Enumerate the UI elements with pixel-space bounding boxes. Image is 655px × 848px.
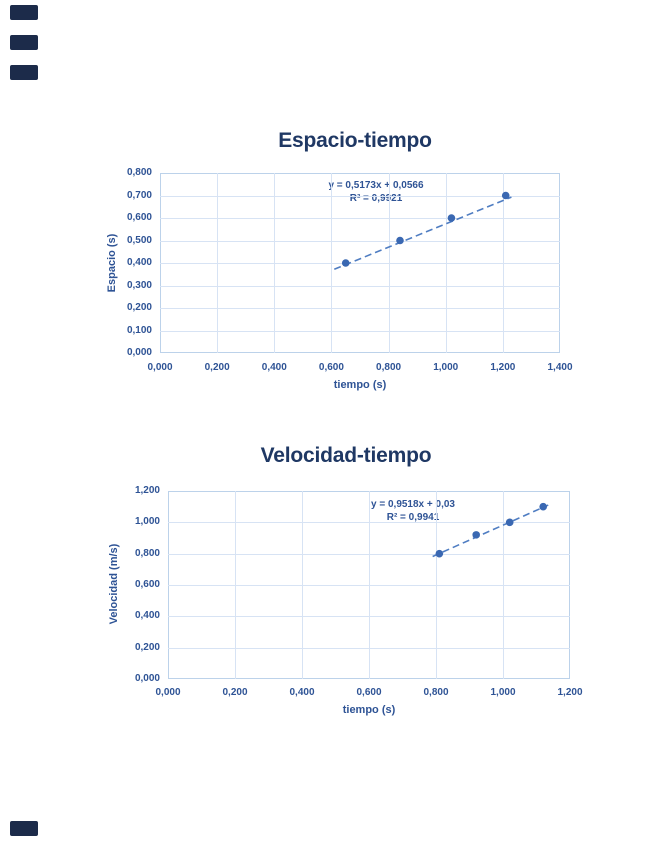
y-tick-label: 0,600 [134, 579, 160, 590]
gridline-horizontal [160, 285, 560, 287]
y-tick-label: 0,800 [134, 547, 160, 559]
y-tick-label: 0,600 [126, 212, 152, 223]
trendline-equation: y = 0,9518x + 0,03 [371, 499, 455, 510]
page-edge-marker [10, 821, 38, 836]
x-axis-title: tiempo (s) [342, 704, 396, 716]
gridline-horizontal [160, 218, 560, 219]
data-point [396, 236, 404, 245]
trendline-annotation: y = 0,9518x + 0,03 R² = 0,9941 [371, 498, 455, 524]
data-series-layer [432, 502, 549, 558]
x-tick-label: 0,600 [318, 362, 344, 373]
gridline-horizontal [168, 553, 570, 555]
x-tick-label: 0,600 [356, 687, 382, 698]
trendline-equation: y = 0,5173x + 0,0566 [328, 180, 424, 191]
x-tick-label: 1,000 [433, 362, 459, 373]
gridline-horizontal [168, 647, 570, 649]
x-tick-label: 0,800 [423, 687, 449, 698]
y-tick-label: 0,200 [126, 302, 152, 313]
page-edge-marker [10, 35, 38, 50]
gridline-horizontal [160, 263, 560, 264]
y-tick-label: 0,100 [126, 324, 152, 336]
x-tick-label: 0,800 [376, 362, 402, 373]
x-tick-label: 1,000 [490, 687, 516, 698]
x-tick-label: 1,400 [547, 362, 573, 373]
chart-title: Espacio-tiempo [278, 129, 432, 152]
trendline [333, 196, 512, 271]
gridline-horizontal [168, 585, 570, 586]
data-point [472, 531, 481, 539]
x-tick-label: 0,000 [147, 362, 173, 373]
gridline-horizontal [160, 240, 560, 242]
trendline [432, 504, 549, 558]
data-point [505, 518, 514, 527]
gridline-horizontal [168, 522, 570, 524]
gridline-horizontal [160, 308, 560, 309]
y-tick-label: 0,800 [126, 167, 152, 178]
y-tick-label: 0,000 [134, 673, 160, 684]
page-edge-marker [10, 65, 38, 80]
data-point [341, 259, 350, 267]
y-tick-label: 0,000 [126, 347, 152, 358]
trendline-r-squared: R² = 0,9921 [349, 193, 403, 204]
x-axis-title: tiempo (s) [333, 379, 387, 391]
data-point [501, 191, 510, 200]
y-tick-label: 0,200 [134, 641, 160, 653]
trendline-r-squared: R² = 0,9941 [386, 512, 440, 523]
x-tick-label: 1,200 [557, 687, 583, 698]
x-tick-label: 0,000 [155, 687, 181, 698]
data-point [435, 549, 444, 558]
data-point [539, 502, 547, 511]
data-point [447, 214, 456, 222]
y-tick-label: 0,700 [126, 189, 152, 201]
x-tick-label: 0,200 [204, 362, 230, 373]
x-tick-label: 0,200 [222, 687, 248, 698]
y-tick-label: 0,400 [134, 610, 160, 622]
chart-title: Velocidad-tiempo [260, 444, 432, 467]
y-tick-label: 1,000 [134, 516, 160, 528]
y-tick-label: 0,400 [126, 257, 152, 268]
x-tick-label: 1,200 [490, 362, 516, 373]
gridline-horizontal [168, 616, 570, 618]
x-tick-label: 0,400 [261, 362, 287, 373]
trendline-annotation: y = 0,5173x + 0,0566 R² = 0,9921 [328, 179, 423, 205]
y-tick-label: 0,300 [126, 279, 152, 291]
gridline-horizontal [160, 195, 560, 197]
y-tick-label: 1,200 [134, 485, 160, 496]
gridline-horizontal [160, 330, 560, 332]
page-edge-marker [10, 5, 38, 20]
data-series-layer [333, 191, 512, 271]
x-tick-label: 0,400 [289, 687, 315, 698]
y-tick-label: 0,500 [126, 234, 152, 246]
